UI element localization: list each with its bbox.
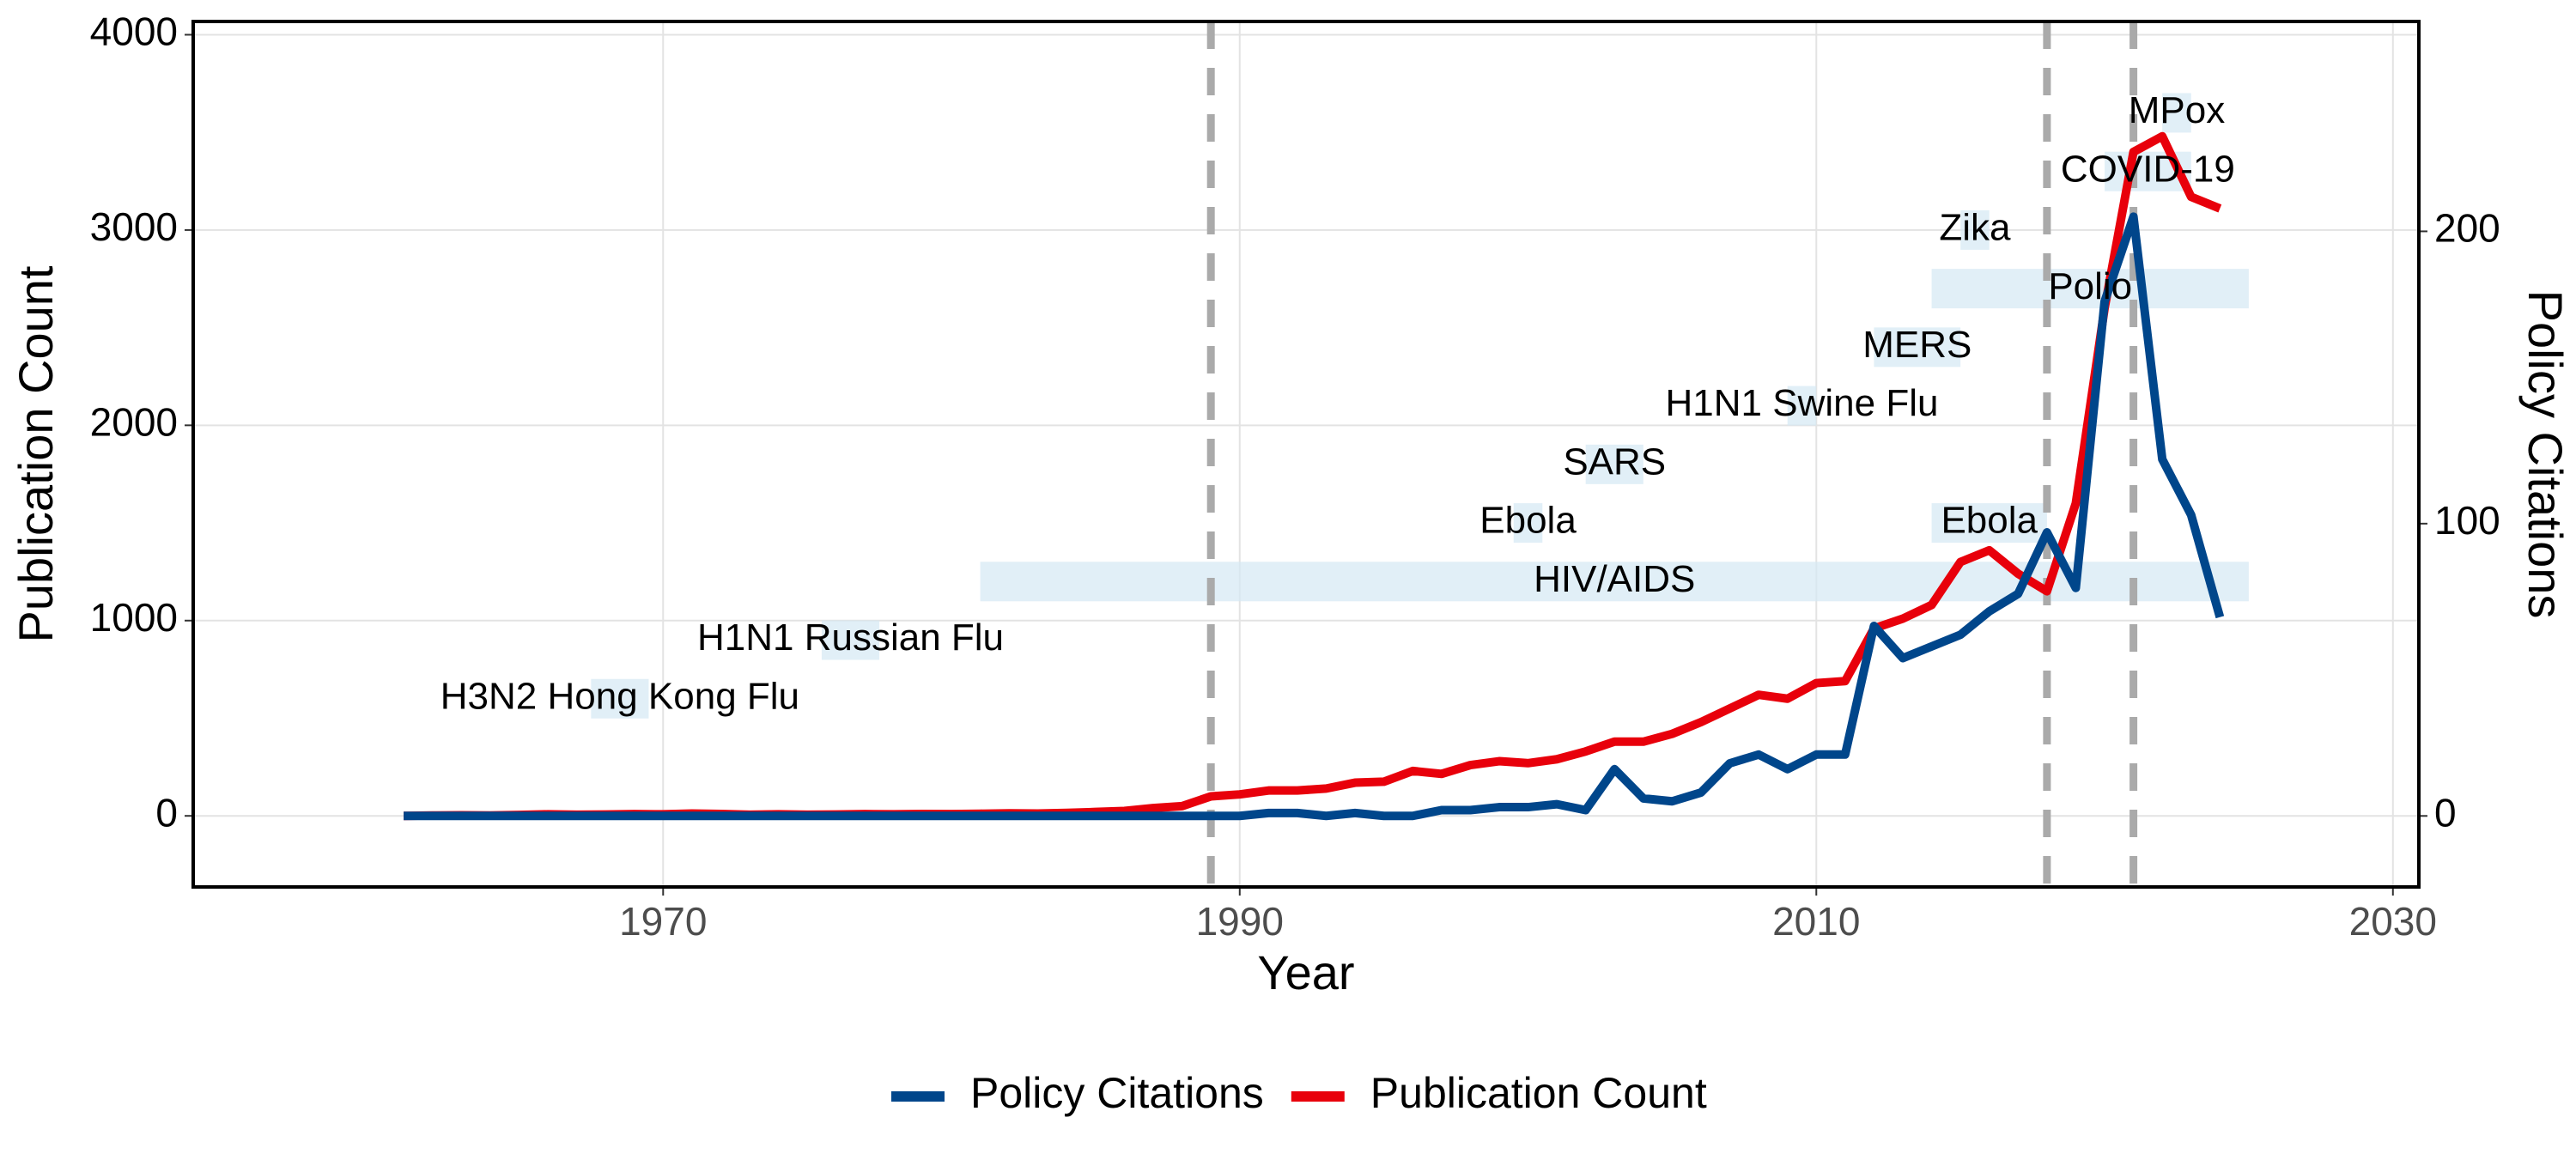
event-label: Polio	[2048, 265, 2132, 307]
y-axis-title: Publication Count	[9, 265, 63, 642]
y-tick-label: 2000	[90, 399, 178, 444]
event-band	[1585, 444, 1643, 484]
event-label: H1N1 Swine Flu	[1666, 382, 1939, 424]
event-band	[1513, 503, 1543, 544]
event-label: MPox	[2129, 89, 2225, 131]
event-label: COVID-19	[2061, 148, 2235, 190]
x-axis-title: Year	[1257, 945, 1354, 999]
y-tick-label: 4000	[90, 9, 178, 54]
event-label: SARS	[1563, 440, 1666, 483]
y2-tick-label: 0	[2434, 790, 2457, 835]
y2-tick-label: 100	[2434, 498, 2500, 543]
event-band	[1787, 386, 1817, 426]
legend-label: Publication Count	[1370, 1069, 1707, 1117]
x-tick-label: 1990	[1196, 899, 1284, 944]
event-label: H3N2 Hong Kong Flu	[440, 675, 799, 717]
y-tick-label: 3000	[90, 204, 178, 249]
event-band	[591, 678, 649, 719]
x-tick-label: 2010	[1772, 899, 1860, 944]
event-band	[1874, 327, 1961, 367]
plot-border	[191, 20, 2421, 889]
y-tick-label: 0	[155, 790, 178, 835]
event-label: Ebola	[1941, 500, 2038, 542]
event-label: H1N1 Russian Flu	[697, 616, 1004, 659]
event-band	[1931, 503, 2047, 544]
event-label: Zika	[1939, 207, 2011, 249]
y-tick-label: 1000	[90, 595, 178, 640]
x-tick-label: 2030	[2349, 899, 2437, 944]
event-band	[2162, 93, 2191, 133]
event-label: MERS	[1862, 324, 1971, 366]
event-band	[1960, 210, 1990, 250]
legend-label: Policy Citations	[970, 1069, 1264, 1117]
y2-axis-title: Policy Citations	[2518, 290, 2573, 619]
event-label: Ebola	[1479, 500, 1577, 542]
x-tick-label: 1970	[619, 899, 707, 944]
event-label: HIV/AIDS	[1534, 558, 1695, 600]
y2-tick-label: 200	[2434, 206, 2500, 251]
event-band	[1931, 269, 2249, 309]
series-line	[404, 212, 2225, 821]
event-band	[821, 620, 880, 660]
